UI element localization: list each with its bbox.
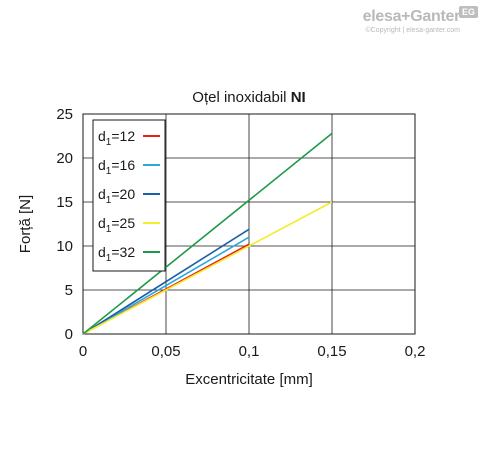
legend-label: d1=32 [98,244,135,264]
y-tick-label: 15 [56,194,73,211]
y-tick-label: 25 [56,106,73,123]
series-line-d1-20 [82,228,250,335]
logo-copyright: ©Copyright | elesa-ganter.com [365,27,460,34]
chart-legend: d1=12 d1=16 d1=20 d1=25 d1=32 [92,119,166,272]
series-line-d1-25 [82,201,333,335]
series-line-d1-32 [82,132,333,335]
series-line-d1-16 [82,236,250,335]
brand-logo: elesa+Ganter EG ©Copyright | elesa-gante… [362,6,478,34]
legend-label: d1=20 [98,186,135,206]
y-tick-label: 10 [56,238,73,255]
y-tick-label: 0 [65,326,73,343]
legend-label: d1=25 [98,215,135,235]
legend-label: d1=12 [98,128,135,148]
x-tick-label: 0 [79,343,87,360]
chart-series [82,132,333,335]
legend-label: d1=16 [98,157,135,177]
x-tick-label: 0,05 [151,343,180,360]
y-axis-label: Forță [N] [17,195,34,253]
x-axis-label: Excentricitate [mm] [185,371,313,388]
x-tick-label: 0,15 [317,343,346,360]
chart-ticks: 0 0,05 0,1 0,15 0,2 0 5 10 15 20 25 [56,106,425,360]
y-tick-label: 20 [56,150,73,167]
chart-title: Oțel inoxidabil NI [192,89,305,106]
x-tick-label: 0,2 [405,343,426,360]
logo-badge: EG [458,6,478,18]
y-tick-label: 5 [65,282,73,299]
legend-box [92,119,166,272]
logo-brand-text: elesa+Ganter [362,8,461,25]
x-tick-label: 0,1 [239,343,260,360]
